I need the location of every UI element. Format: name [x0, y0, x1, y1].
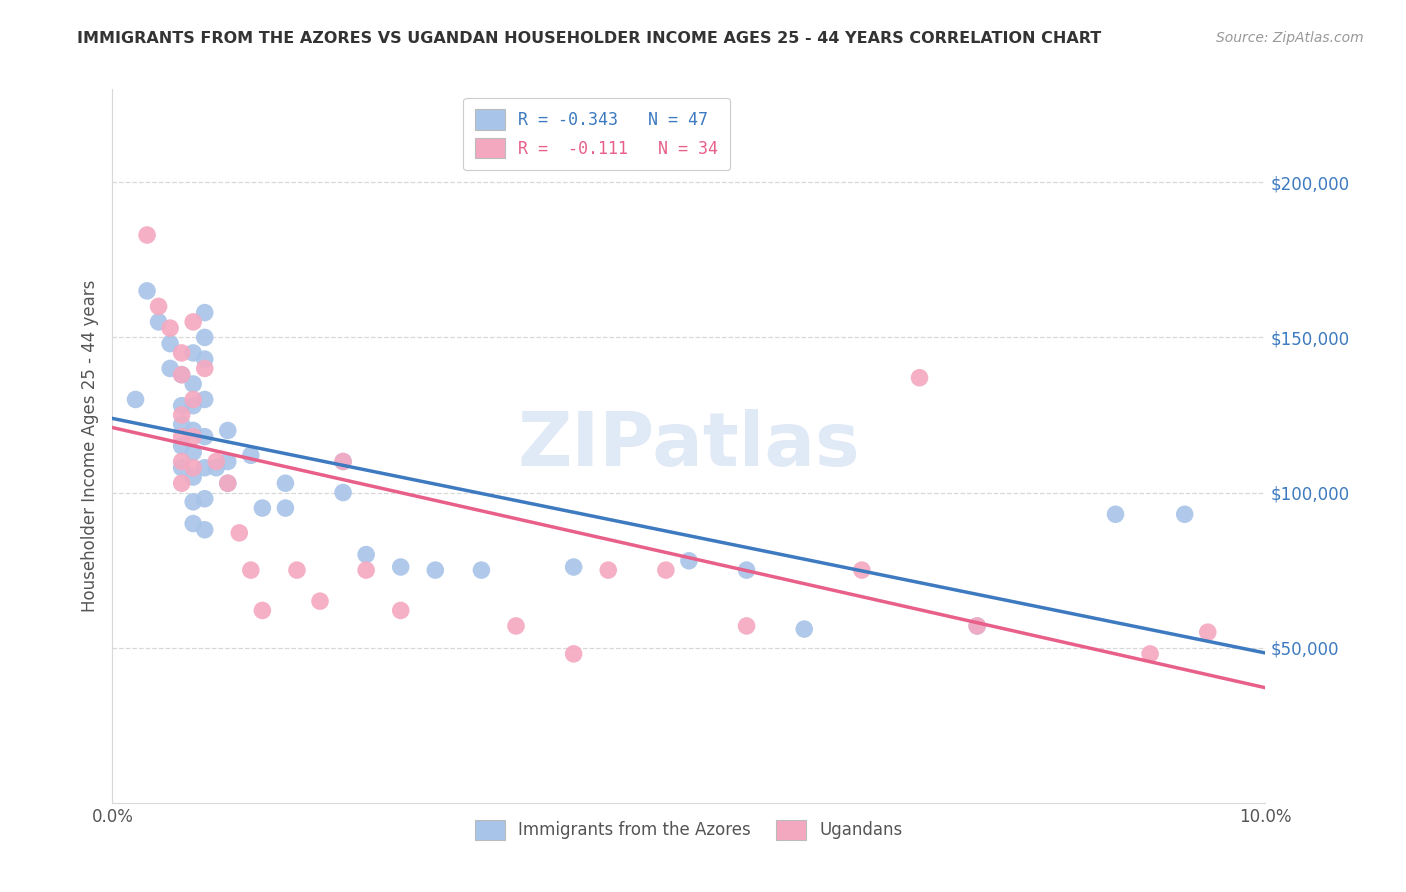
Point	[655, 563, 678, 577]
Text: Source: ZipAtlas.com: Source: ZipAtlas.com	[1216, 31, 1364, 45]
Point	[181, 392, 204, 407]
Point	[159, 336, 181, 351]
Point	[505, 619, 527, 633]
Point	[252, 603, 274, 617]
Point	[851, 563, 873, 577]
Point	[470, 563, 492, 577]
Point	[136, 227, 159, 242]
Point	[181, 470, 204, 484]
Point	[181, 315, 204, 329]
Y-axis label: Householder Income Ages 25 - 44 years: Householder Income Ages 25 - 44 years	[80, 280, 98, 612]
Text: ZIPatlas: ZIPatlas	[517, 409, 860, 483]
Point	[194, 305, 217, 319]
Text: IMMIGRANTS FROM THE AZORES VS UGANDAN HOUSEHOLDER INCOME AGES 25 - 44 YEARS CORR: IMMIGRANTS FROM THE AZORES VS UGANDAN HO…	[77, 31, 1101, 46]
Point	[136, 284, 159, 298]
Point	[217, 476, 239, 491]
Point	[194, 491, 217, 506]
Point	[425, 563, 447, 577]
Point	[181, 430, 204, 444]
Point	[966, 619, 988, 633]
Point	[274, 476, 297, 491]
Point	[205, 454, 228, 468]
Point	[159, 321, 181, 335]
Point	[181, 424, 204, 438]
Point	[148, 299, 170, 313]
Point	[194, 460, 217, 475]
Point	[170, 346, 193, 360]
Point	[332, 454, 354, 468]
Point	[332, 485, 354, 500]
Legend: Immigrants from the Azores, Ugandans: Immigrants from the Azores, Ugandans	[464, 808, 914, 852]
Point	[354, 563, 377, 577]
Point	[170, 368, 193, 382]
Point	[598, 563, 620, 577]
Point	[170, 439, 193, 453]
Point	[274, 501, 297, 516]
Point	[181, 346, 204, 360]
Point	[354, 548, 377, 562]
Point	[170, 454, 193, 468]
Point	[908, 370, 931, 384]
Point	[239, 563, 262, 577]
Point	[217, 424, 239, 438]
Point	[170, 430, 193, 444]
Point	[228, 525, 250, 540]
Point	[170, 368, 193, 382]
Point	[217, 476, 239, 491]
Point	[562, 560, 585, 574]
Point	[966, 619, 988, 633]
Point	[194, 361, 217, 376]
Point	[170, 399, 193, 413]
Point	[217, 454, 239, 468]
Point	[159, 361, 181, 376]
Point	[678, 554, 700, 568]
Point	[124, 392, 146, 407]
Point	[170, 417, 193, 432]
Point	[194, 352, 217, 367]
Point	[285, 563, 308, 577]
Point	[181, 399, 204, 413]
Point	[389, 560, 412, 574]
Point	[1104, 508, 1126, 522]
Point	[205, 460, 228, 475]
Point	[170, 476, 193, 491]
Point	[1174, 508, 1197, 522]
Point	[181, 460, 204, 475]
Point	[239, 448, 262, 462]
Point	[252, 501, 274, 516]
Point	[181, 445, 204, 459]
Point	[170, 460, 193, 475]
Point	[389, 603, 412, 617]
Point	[735, 619, 758, 633]
Point	[1197, 625, 1219, 640]
Point	[148, 315, 170, 329]
Point	[181, 516, 204, 531]
Point	[735, 563, 758, 577]
Point	[309, 594, 332, 608]
Point	[793, 622, 815, 636]
Point	[170, 408, 193, 422]
Point	[332, 454, 354, 468]
Point	[181, 495, 204, 509]
Point	[181, 376, 204, 391]
Point	[1139, 647, 1161, 661]
Point	[194, 330, 217, 344]
Point	[562, 647, 585, 661]
Point	[194, 523, 217, 537]
Point	[194, 430, 217, 444]
Point	[194, 392, 217, 407]
